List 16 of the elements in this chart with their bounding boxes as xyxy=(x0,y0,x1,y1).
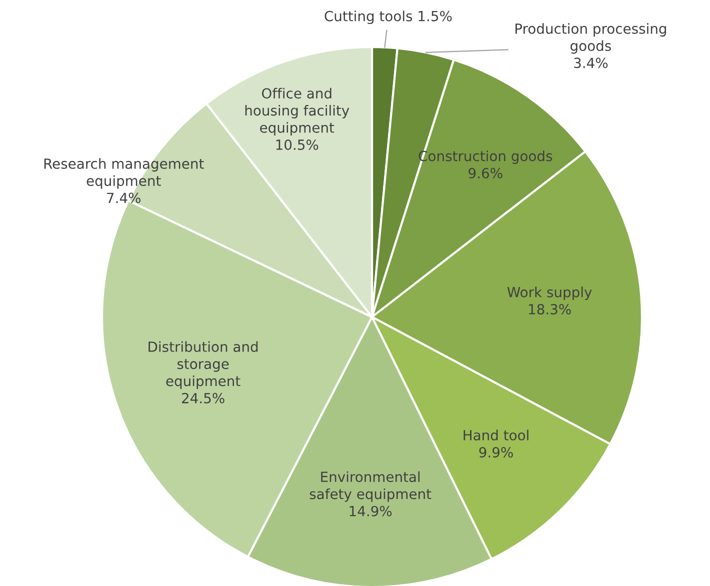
slice-label: Office and housing facility equipment xyxy=(245,88,350,136)
data-label: 9.9% xyxy=(479,447,513,458)
data-label: 7.4% xyxy=(107,192,140,204)
slice-label: Work supply xyxy=(507,286,592,300)
data-label: 14.9% xyxy=(350,506,392,516)
slice-label: Cutting tools 1.5% xyxy=(324,10,452,24)
data-label: 3.4% xyxy=(574,58,608,68)
data-label: 18.3% xyxy=(529,304,571,314)
slice-label: Distribution and storage equipment xyxy=(148,341,258,389)
slice-label: Hand tool xyxy=(464,430,528,440)
slice-label: Environmental safety equipment xyxy=(310,471,432,502)
data-label: 24.5% xyxy=(182,392,224,404)
slice-label: Production processing goods xyxy=(515,23,666,54)
slice-label: Research management equipment xyxy=(44,158,204,189)
data-label: 9.6% xyxy=(468,168,502,178)
data-label: 10.5% xyxy=(276,139,318,150)
